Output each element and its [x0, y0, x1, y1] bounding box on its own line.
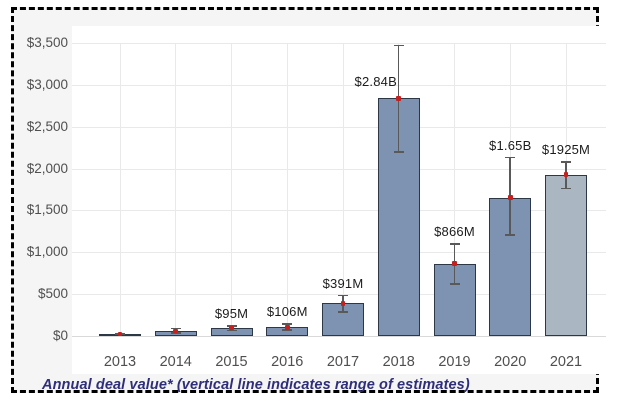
x-tick-label: 2021 [549, 354, 583, 370]
error-bar-2019 [449, 243, 460, 285]
x-gridline [231, 43, 232, 336]
error-cap-top [449, 243, 460, 245]
error-cap-top [170, 327, 181, 330]
value-label-2016: $106M [266, 304, 308, 320]
x-tick-label: 2018 [382, 354, 415, 370]
plot-area: $95M $106M $391M $2.84B $866M $1.65B $1925M [72, 26, 606, 374]
error-cap-bottom [449, 283, 460, 285]
y-gridline [72, 168, 606, 170]
y-tick-label: $3,000 [26, 76, 68, 92]
x-tick-label: 2016 [271, 354, 304, 370]
error-cap-bottom [561, 187, 571, 190]
y-tick-label: $1,500 [26, 202, 68, 218]
y-gridline [72, 210, 606, 212]
estimate-marker [396, 95, 402, 101]
estimate-marker [507, 195, 513, 201]
x-tick-label: 2019 [438, 354, 471, 370]
value-label-2017: $391M [322, 275, 364, 291]
estimate-marker [284, 324, 290, 330]
x-tick-label: 2017 [326, 354, 360, 370]
y-tick-label: $0 [52, 328, 68, 343]
y-gridline [72, 294, 606, 296]
y-gridline [72, 84, 606, 86]
value-label-2018: $2.84B [354, 74, 397, 89]
error-bar-2013 [115, 331, 125, 337]
x-gridline [286, 43, 288, 336]
value-label-2015: $95M [214, 306, 249, 322]
error-bar-2016 [282, 323, 293, 331]
error-cap-bottom [226, 329, 237, 332]
estimate-marker [452, 261, 457, 266]
y-tick-label: $3,500 [26, 35, 68, 50]
y-gridline [72, 126, 606, 128]
error-cap-bottom [282, 329, 293, 331]
error-bar-2018 [393, 44, 404, 153]
x-tick-label: 2015 [215, 354, 248, 370]
error-bar-2017 [338, 294, 348, 313]
y-gridline [72, 252, 606, 254]
error-bar-2020 [505, 156, 516, 236]
y-gridline [72, 336, 606, 337]
error-cap-top [338, 294, 348, 297]
error-cap-top [393, 44, 404, 47]
x-gridline [342, 43, 344, 336]
x-gridline [175, 43, 177, 336]
value-label-2021: $1925M [541, 142, 591, 158]
error-cap-bottom [393, 151, 404, 153]
y-tick-label: $2,500 [26, 118, 68, 134]
chart-frame: $95M $106M $391M $2.84B $866M $1.65B $1925M $0… [11, 7, 606, 393]
x-tick-label: 2013 [103, 354, 137, 370]
x-tick-label: 2014 [159, 354, 192, 370]
x-tick-label: 2020 [494, 354, 527, 370]
x-gridline [119, 43, 121, 336]
error-bar-2021 [561, 161, 571, 190]
estimate-marker [340, 300, 346, 306]
error-cap-bottom [338, 311, 348, 313]
estimate-marker [173, 328, 179, 334]
x-gridline [454, 43, 455, 336]
error-cap-top [282, 323, 293, 325]
bar-2021 [545, 174, 587, 336]
estimate-marker [117, 331, 123, 337]
y-tick-label: $1,000 [26, 244, 68, 260]
value-label-2020: $1.65B [489, 137, 532, 153]
estimate-marker [229, 325, 234, 331]
estimate-marker [563, 172, 569, 178]
y-tick-label: $2,000 [26, 160, 68, 176]
error-bar-2015 [226, 325, 237, 332]
error-cap-top [505, 156, 516, 159]
error-cap-top [561, 161, 571, 163]
error-cap-bottom [170, 332, 181, 334]
value-label-2019: $866M [434, 224, 475, 240]
chart-caption: Annual deal value* (vertical line indica… [42, 377, 470, 393]
error-cap-bottom [505, 234, 516, 236]
y-tick-label: $500 [37, 286, 68, 302]
y-gridline [72, 43, 606, 44]
error-bar-2014 [170, 327, 181, 334]
